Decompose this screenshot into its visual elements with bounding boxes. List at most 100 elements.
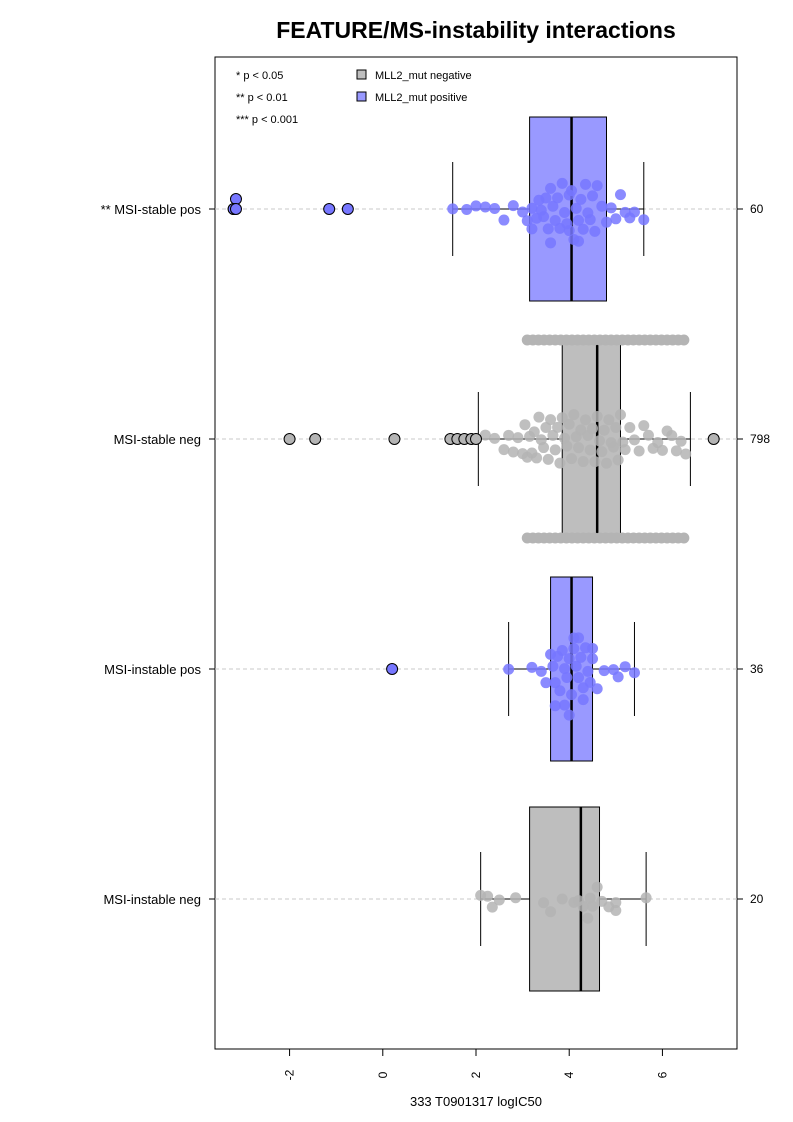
data-point <box>610 897 622 909</box>
data-point <box>563 653 575 665</box>
data-point <box>610 421 622 433</box>
data-point <box>601 457 612 469</box>
data-point <box>545 237 557 249</box>
data-point <box>554 457 566 469</box>
data-point <box>628 434 640 446</box>
data-point <box>549 214 561 226</box>
data-point <box>559 699 571 711</box>
data-point <box>603 414 615 426</box>
data-point <box>547 429 559 441</box>
data-point <box>575 193 587 205</box>
data-point <box>582 912 594 924</box>
data-point <box>545 906 557 918</box>
data-point <box>540 192 552 204</box>
data-point <box>503 663 515 675</box>
data-point <box>584 676 596 688</box>
data-point <box>498 444 510 456</box>
data-point <box>547 200 559 212</box>
data-point <box>512 432 524 444</box>
outlier-point <box>341 203 354 215</box>
data-point <box>666 430 678 442</box>
data-point <box>573 672 585 684</box>
data-point <box>678 532 690 544</box>
data-point <box>559 663 571 675</box>
data-point <box>577 900 589 912</box>
group-label: MSI-instable pos <box>104 662 201 677</box>
data-point <box>607 441 619 453</box>
data-point <box>619 661 631 673</box>
data-point <box>628 206 640 218</box>
data-point <box>624 421 636 433</box>
data-point <box>533 411 545 423</box>
data-point <box>580 414 592 426</box>
data-point <box>580 178 592 190</box>
significance-legend-item: *** p < 0.001 <box>236 114 298 126</box>
data-point <box>559 207 571 219</box>
x-tick-label: -2 <box>283 1069 297 1080</box>
data-point <box>568 409 580 421</box>
data-point <box>594 435 606 447</box>
outlier-point <box>388 433 401 445</box>
data-point <box>612 454 624 466</box>
data-point <box>531 452 543 464</box>
data-point <box>526 661 538 673</box>
box-layer <box>452 116 691 992</box>
data-point <box>538 211 550 223</box>
data-point <box>596 200 608 212</box>
grid-lines <box>215 208 737 900</box>
data-point <box>678 334 690 346</box>
data-point <box>619 444 631 456</box>
data-point <box>540 677 552 689</box>
data-point <box>561 671 573 683</box>
data-point <box>486 901 498 913</box>
data-point <box>470 200 482 212</box>
data-point <box>577 223 589 235</box>
data-point <box>552 421 564 433</box>
outlier-point <box>323 203 336 215</box>
data-point <box>610 213 622 225</box>
data-point <box>528 426 540 438</box>
data-point <box>526 223 538 235</box>
outlier-point <box>309 433 322 445</box>
data-point <box>507 200 519 212</box>
data-point <box>538 442 550 454</box>
data-point <box>610 904 622 916</box>
data-point <box>461 203 473 215</box>
data-point <box>563 418 575 430</box>
data-point <box>601 216 612 228</box>
data-point <box>675 435 687 447</box>
data-point <box>575 651 587 663</box>
legend-swatch <box>356 91 367 102</box>
data-point <box>587 422 599 434</box>
data-point <box>573 442 585 454</box>
data-point <box>680 448 692 460</box>
data-point <box>670 445 682 457</box>
x-tick-label: 4 <box>562 1071 576 1078</box>
data-point <box>493 894 505 906</box>
data-point <box>587 190 599 202</box>
data-point <box>552 192 564 204</box>
group-count: 798 <box>750 432 770 446</box>
data-point <box>656 444 668 456</box>
data-point <box>614 189 626 201</box>
legend-label: MLL2_mut positive <box>375 92 467 104</box>
data-point <box>598 424 610 436</box>
data-point <box>640 892 652 904</box>
x-tick-label: 6 <box>655 1071 669 1078</box>
data-point <box>554 685 566 697</box>
data-point <box>556 893 568 905</box>
x-tick-label: 2 <box>469 1071 483 1078</box>
data-point <box>638 214 650 226</box>
data-point <box>577 456 589 468</box>
data-point <box>517 206 529 218</box>
data-point <box>482 890 494 902</box>
points-layer <box>227 177 720 924</box>
outlier-point <box>470 433 482 445</box>
data-point <box>566 453 578 465</box>
data-point <box>545 414 557 426</box>
data-point <box>566 689 578 701</box>
data-point <box>549 677 561 689</box>
group-label: MSI-instable neg <box>103 892 201 907</box>
data-point <box>591 180 603 192</box>
